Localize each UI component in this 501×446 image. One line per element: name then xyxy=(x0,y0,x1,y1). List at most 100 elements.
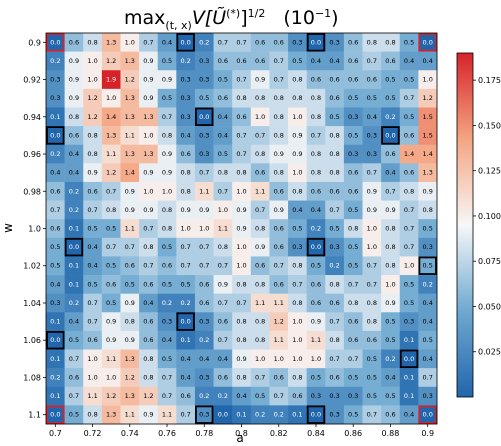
cell-value-label: 0.8 xyxy=(274,131,284,139)
heatmap-cell xyxy=(46,219,65,239)
heatmap-cell xyxy=(139,70,159,90)
heatmap-cell xyxy=(194,126,214,146)
heatmap-cell xyxy=(381,88,401,108)
heatmap-cell xyxy=(213,70,233,90)
heatmap-cell xyxy=(250,275,270,294)
heatmap-cell xyxy=(418,349,438,369)
heatmap-cell xyxy=(343,163,363,183)
heatmap-cell xyxy=(213,126,233,146)
heatmap-cell xyxy=(362,163,382,183)
heatmap-cell xyxy=(83,293,103,313)
cell-value-label: 0.2 xyxy=(274,411,284,419)
heatmap-cell xyxy=(269,330,289,350)
heatmap-cell xyxy=(269,386,289,406)
cell-value-label: 0.2 xyxy=(162,299,172,307)
heatmap-cell xyxy=(139,126,159,146)
heatmap-cell xyxy=(46,163,65,183)
heatmap-cell xyxy=(269,200,289,220)
heatmap-cell xyxy=(269,163,289,183)
cell-value-label: 0.7 xyxy=(404,225,414,233)
cell-value-label: 0.3 xyxy=(329,38,339,46)
heatmap-cell xyxy=(157,200,177,220)
cell-value-label: 0.6 xyxy=(218,318,228,326)
cell-value-label: 0.7 xyxy=(423,373,433,381)
heatmap-cell xyxy=(83,88,103,108)
cell-value-label: 0.5 xyxy=(385,318,395,326)
cell-value-label: 0.7 xyxy=(274,262,284,270)
heatmap-cell xyxy=(46,330,65,350)
cell-value-label: 0.5 xyxy=(180,280,190,288)
cell-value-label: 0.4 xyxy=(236,392,246,400)
cell-value-label: 0.5 xyxy=(199,94,209,102)
cell-value-label: 1.0 xyxy=(125,38,135,46)
heatmap-cell xyxy=(64,126,84,146)
heatmap-cell xyxy=(194,33,214,52)
cell-value-label: 0.7 xyxy=(329,206,339,214)
heatmap-cell xyxy=(306,349,326,369)
heatmap-cell xyxy=(381,51,401,71)
heatmap-cell xyxy=(120,200,140,220)
heatmap-cell xyxy=(399,368,419,388)
heatmap-cell xyxy=(139,33,159,52)
cell-value-label: 0.8 xyxy=(143,243,153,251)
heatmap-cell xyxy=(46,200,65,220)
red-corner-box xyxy=(46,33,65,52)
heatmap-cell xyxy=(362,144,382,164)
cell-value-label: 0.8 xyxy=(367,299,377,307)
cell-value-label: 0.8 xyxy=(385,262,395,270)
heatmap-cell xyxy=(213,256,233,276)
x-tick-label: 0.78 xyxy=(195,429,213,438)
heatmap-cell xyxy=(250,256,270,276)
cell-value-label: 1.0 xyxy=(199,225,209,233)
heatmap-cell xyxy=(399,126,419,146)
heatmap-cell xyxy=(101,256,121,276)
black-highlight-box xyxy=(46,330,65,350)
heatmap-cell xyxy=(232,275,252,294)
heatmap-cell xyxy=(232,293,252,313)
cell-value-label: 1.2 xyxy=(106,392,116,400)
cell-value-label: 0.8 xyxy=(87,150,97,158)
heatmap-cell xyxy=(101,219,121,239)
cell-value-label: 0.8 xyxy=(292,187,302,195)
cell-value-label: 0.7 xyxy=(218,299,228,307)
cell-value-label: 0.5 xyxy=(348,243,358,251)
cell-value-label: 1.3 xyxy=(125,355,135,363)
cell-value-label: 0.4 xyxy=(69,169,79,177)
heatmap-cell xyxy=(381,107,401,127)
heatmap-cell xyxy=(362,200,382,220)
cell-value-label: 0.9 xyxy=(143,169,153,177)
heatmap-cell xyxy=(213,293,233,313)
cell-value-label: 0.2 xyxy=(218,392,228,400)
heatmap-cell xyxy=(213,368,233,388)
cell-value-label: 0.6 xyxy=(385,57,395,65)
cell-value-label: 0.4 xyxy=(180,355,190,363)
cell-value-label: 0.8 xyxy=(292,262,302,270)
heatmap-cell xyxy=(120,144,140,164)
cell-value-label: 0.6 xyxy=(50,225,60,233)
cell-value-label: 0.5 xyxy=(404,280,414,288)
cell-value-label: 0.1 xyxy=(404,392,414,400)
heatmap-cell xyxy=(269,349,289,369)
heatmap-cell xyxy=(101,144,121,164)
heatmap-cell xyxy=(139,88,159,108)
cell-value-label: 0.4 xyxy=(423,299,433,307)
cell-value-label: 0.2 xyxy=(50,150,60,158)
cell-value-label: 0.1 xyxy=(404,336,414,344)
heatmap-cell xyxy=(101,349,121,369)
heatmap-cell xyxy=(64,293,84,313)
heatmap-cell xyxy=(343,144,363,164)
heatmap-cell xyxy=(306,219,326,239)
cell-value-label: 1.1 xyxy=(218,225,228,233)
cell-value-label: 0.4 xyxy=(50,280,60,288)
cell-value-label: 0.5 xyxy=(423,262,433,270)
cell-value-label: 0.5 xyxy=(367,94,377,102)
heatmap-cell xyxy=(64,256,84,276)
cell-value-label: 0.4 xyxy=(87,243,97,251)
heatmap-cell xyxy=(250,237,270,257)
heatmap-cell xyxy=(269,88,289,108)
cell-value-label: 0.9 xyxy=(125,206,135,214)
heatmap-cell xyxy=(362,181,382,201)
heatmap-cell xyxy=(157,405,177,425)
heatmap-cell xyxy=(269,293,289,313)
cell-value-label: 1.0 xyxy=(162,187,172,195)
